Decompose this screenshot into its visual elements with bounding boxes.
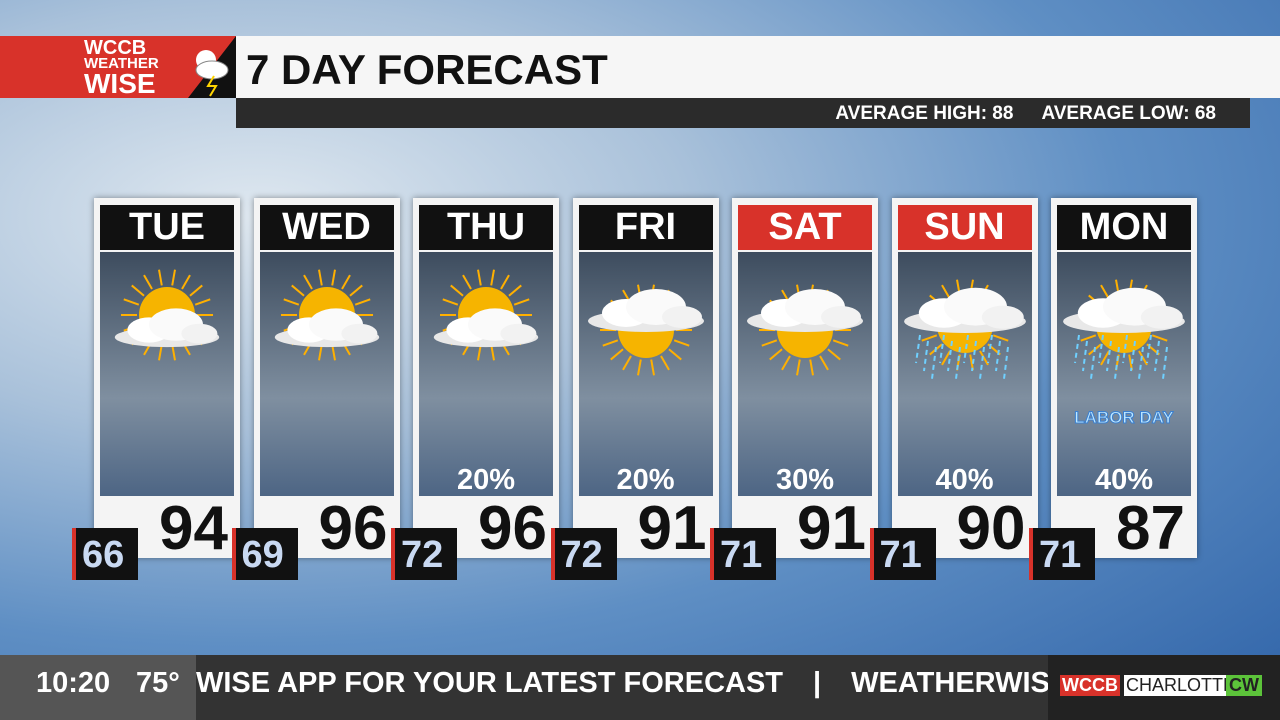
temperature: 75° (136, 667, 180, 699)
high-temp: 91 (797, 494, 866, 563)
day-name: MON (1057, 205, 1191, 250)
day-name: WED (259, 205, 394, 250)
crawl-text: WISE APP FOR YOUR LATEST FORECAST (196, 667, 784, 699)
weather-icon (747, 284, 863, 376)
logo-text: WISE (84, 68, 156, 99)
weather-icon (1063, 279, 1185, 380)
averages-bar: AVERAGE HIGH: 88 AVERAGE LOW: 68 (236, 98, 1250, 128)
sky-panel (259, 252, 394, 496)
low-temp: 71 (879, 534, 922, 576)
averages: AVERAGE HIGH: 88 AVERAGE LOW: 68 (835, 103, 1216, 125)
low-box: 71 (1029, 528, 1095, 580)
low-temp: 66 (82, 534, 125, 576)
sky-panel: 20% (419, 252, 553, 496)
low-temp: 71 (1039, 534, 1082, 576)
high-temp: 96 (318, 494, 388, 563)
station: WCCB (1060, 675, 1120, 696)
sky-panel: 40% (897, 252, 1032, 496)
network: CW (1226, 675, 1262, 696)
ticker-clock: 10:20 75° (0, 655, 196, 720)
precip: 40% (935, 464, 994, 496)
low-box: 71 (869, 528, 936, 580)
weather-icon (274, 269, 379, 361)
day-card: TUE 94 (94, 198, 240, 563)
high-temp: 96 (478, 494, 547, 563)
day-name: FRI (578, 205, 713, 250)
low-box: 72 (391, 528, 457, 580)
day-name: THU (419, 205, 553, 250)
precip: 20% (616, 464, 675, 496)
low-temp: 69 (241, 534, 284, 576)
logo-text: WCCB (84, 37, 147, 59)
day-card: SUN 40% 90 (891, 198, 1038, 563)
low-temp: 71 (720, 534, 763, 576)
note: LABOR DAY (1074, 408, 1175, 428)
day-card: THU 20% 96 (413, 198, 559, 563)
day-card: FRI 20% 91 (572, 198, 719, 563)
precip: 30% (775, 464, 835, 496)
day-card: MON LABOR DAY 40% 87 (1051, 198, 1197, 563)
title: 7 DAY FORECAST (246, 46, 608, 93)
average-low: AVERAGE LOW: 68 (1041, 103, 1216, 124)
title-bar: 7 DAY FORECAST (236, 36, 1280, 98)
weather-icon (587, 284, 704, 376)
ticker-text: WISE APP FOR YOUR LATEST FORECAST | WEATHE… (196, 667, 1048, 700)
sky-panel: 30% (738, 252, 872, 496)
low-box: 69 (231, 528, 298, 580)
low-box: 66 (72, 528, 138, 580)
time: 10:20 (36, 667, 111, 699)
sky-panel: 20% (578, 252, 713, 496)
precip: 20% (456, 464, 516, 496)
high-temp: 87 (1116, 494, 1185, 563)
ticker: 10:20 75° WISE APP FOR YOUR LATEST FOREC… (0, 655, 1280, 720)
low-temp: 72 (401, 534, 444, 576)
sky-panel (100, 252, 234, 496)
city: CHARLOTTE (1124, 675, 1238, 696)
low-box: 72 (550, 528, 617, 580)
day-name: TUE (100, 205, 234, 250)
high-temp: 94 (159, 494, 228, 563)
high-temp: 91 (637, 494, 707, 563)
day-card: SAT 30% 91 (732, 198, 878, 563)
weather-icon (114, 269, 220, 361)
logo-box: WCCB WEATHER WISE (0, 36, 236, 98)
low-temp: 72 (560, 534, 603, 576)
day-name: SAT (738, 205, 872, 250)
weather-icon (433, 269, 539, 361)
low-box: 71 (710, 528, 776, 580)
crawl-text: WEATHERWISE FO (851, 667, 1048, 699)
average-high: AVERAGE HIGH: 88 (835, 103, 1014, 124)
logo-icon (188, 36, 236, 98)
separator: | (813, 667, 822, 699)
high-temp: 90 (956, 494, 1026, 563)
logo-text: WEATHER (84, 55, 159, 72)
station-bug: WCCB CHARLOTTE CW (1048, 655, 1280, 720)
sky-panel: LABOR DAY 40% (1057, 252, 1191, 496)
day-card: WED 96 (253, 198, 400, 563)
day-name: SUN (897, 205, 1032, 250)
weather-icon (903, 279, 1026, 380)
precip: 40% (1094, 464, 1154, 496)
